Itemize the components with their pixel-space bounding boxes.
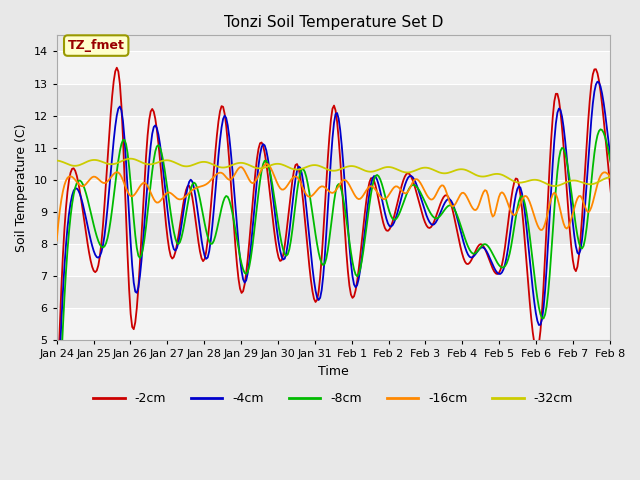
Bar [57,244,610,276]
Bar [57,51,610,84]
Text: TZ_fmet: TZ_fmet [68,39,125,52]
Bar [57,116,610,148]
Legend: -2cm, -4cm, -8cm, -16cm, -32cm: -2cm, -4cm, -8cm, -16cm, -32cm [88,387,578,410]
Bar [57,308,610,340]
X-axis label: Time: Time [318,365,349,378]
Bar [57,180,610,212]
Y-axis label: Soil Temperature (C): Soil Temperature (C) [15,124,28,252]
Title: Tonzi Soil Temperature Set D: Tonzi Soil Temperature Set D [223,15,443,30]
